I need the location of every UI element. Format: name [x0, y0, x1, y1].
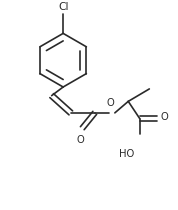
Text: O: O [161, 112, 169, 122]
Text: Cl: Cl [58, 2, 68, 12]
Text: O: O [77, 135, 84, 145]
Text: HO: HO [119, 149, 134, 159]
Text: O: O [106, 98, 114, 108]
